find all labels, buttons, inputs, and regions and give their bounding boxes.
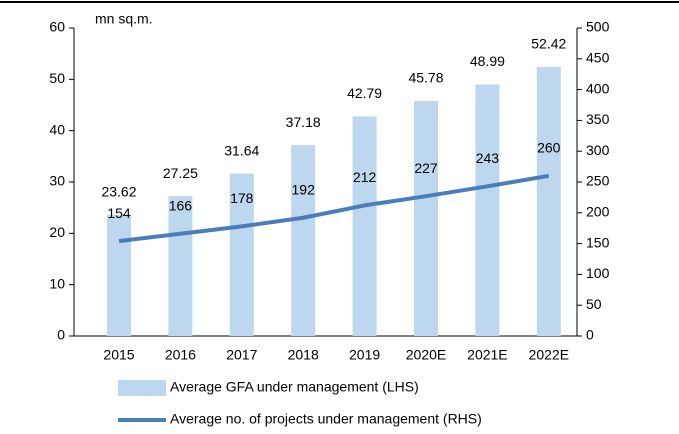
bar-value-label: 45.78 — [408, 70, 443, 86]
bar — [229, 173, 254, 336]
y2-tick-label: 350 — [586, 111, 610, 127]
y-tick-label: 40 — [49, 121, 65, 137]
x-tick-label: 2021E — [467, 347, 507, 363]
bar — [168, 196, 193, 336]
bar-value-label: 42.79 — [347, 85, 382, 101]
y2-tick-label: 500 — [586, 19, 610, 35]
bar — [475, 84, 500, 336]
line-value-label: 227 — [414, 160, 438, 176]
bar-value-label: 52.42 — [531, 36, 566, 52]
y2-tick-label: 200 — [586, 204, 610, 220]
y-tick-label: 20 — [49, 224, 65, 240]
x-tick-label: 2017 — [226, 347, 257, 363]
y-tick-label: 50 — [49, 70, 65, 86]
y2-tick-label: 400 — [586, 80, 610, 96]
bar-value-label: 37.18 — [286, 114, 321, 130]
x-tick-label: 2016 — [165, 347, 196, 363]
y2-tick-label: 300 — [586, 142, 610, 158]
x-tick-label: 2022E — [529, 347, 569, 363]
bar-value-label: 31.64 — [224, 142, 259, 158]
y2-tick-label: 50 — [586, 296, 602, 312]
bar — [352, 116, 377, 336]
y2-tick-label: 450 — [586, 50, 610, 66]
line-value-label: 178 — [230, 190, 254, 206]
line-value-label: 212 — [353, 169, 377, 185]
x-tick-label: 2020E — [406, 347, 446, 363]
y2-tick-label: 150 — [586, 234, 610, 250]
axis-label: mn sq.m. — [95, 11, 153, 27]
bar — [414, 100, 438, 336]
bar-value-label: 48.99 — [470, 53, 505, 69]
bar — [107, 214, 131, 336]
y-tick-label: 10 — [49, 275, 65, 291]
x-tick-label: 2019 — [349, 347, 380, 363]
x-tick-label: 2015 — [103, 347, 134, 363]
y-tick-label: 0 — [57, 327, 65, 343]
bar-value-label: 23.62 — [101, 183, 136, 199]
y-tick-label: 30 — [49, 173, 65, 189]
line-value-label: 154 — [107, 205, 131, 221]
y-tick-label: 60 — [49, 19, 65, 35]
line — [118, 173, 550, 244]
y2-tick-label: 100 — [586, 265, 610, 281]
line-value-label: 192 — [292, 181, 316, 197]
bar-value-label: 27.25 — [163, 165, 198, 181]
line-value-label: 166 — [169, 197, 193, 213]
legend-swatch — [118, 380, 166, 396]
y2-tick-label: 250 — [586, 173, 610, 189]
y2-tick-label: 0 — [586, 327, 594, 343]
line-value-label: 260 — [537, 140, 561, 156]
x-tick-label: 2018 — [288, 347, 319, 363]
line-value-label: 243 — [476, 150, 500, 166]
bar — [536, 66, 561, 336]
bar — [291, 145, 316, 336]
legend-label: Average GFA under management (LHS) — [170, 379, 419, 395]
legend-label: Average no. of projects under management… — [170, 411, 482, 427]
